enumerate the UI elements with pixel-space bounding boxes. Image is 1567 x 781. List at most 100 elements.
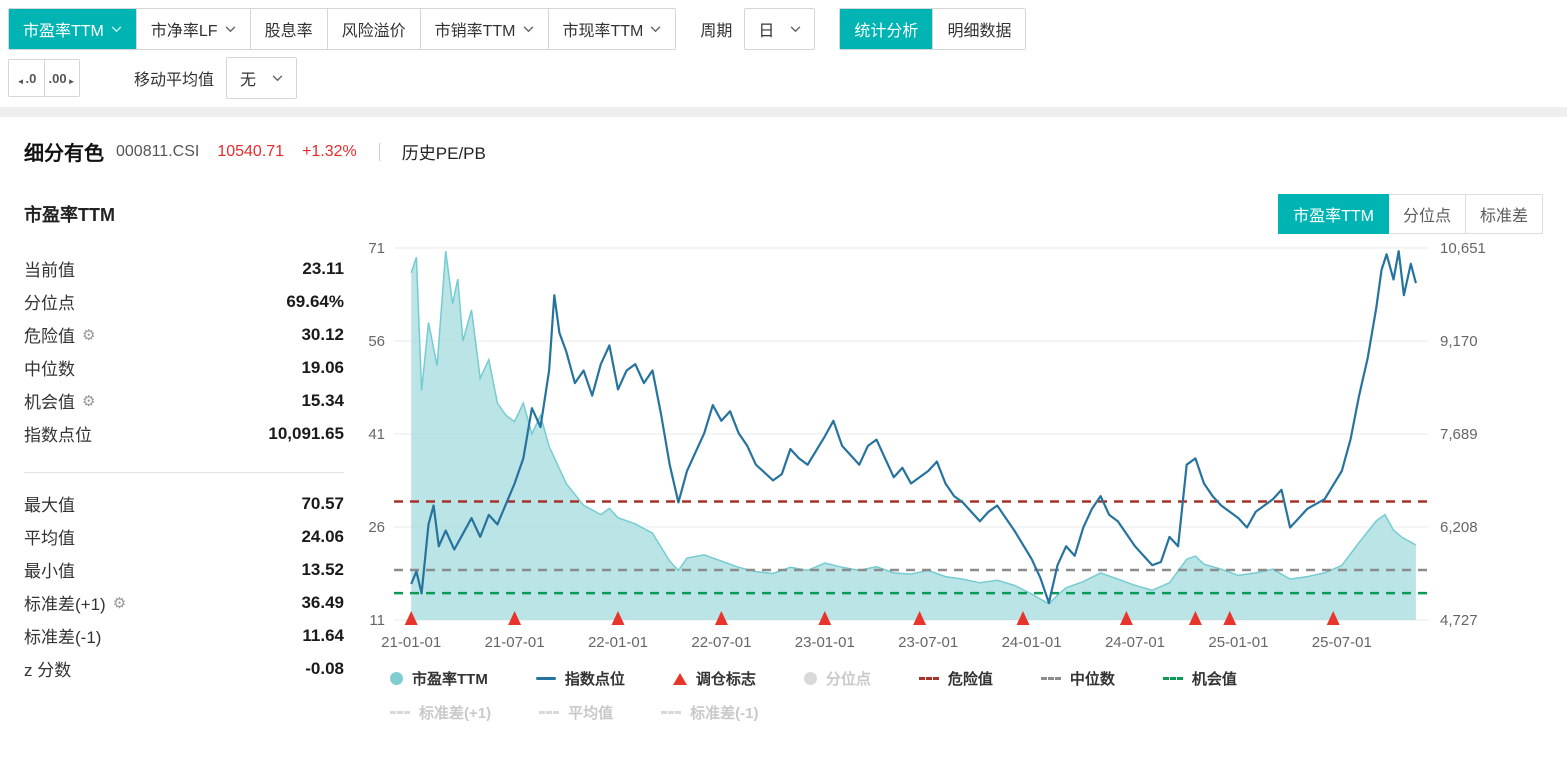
stat-label: 危险值 ⚙	[24, 326, 96, 347]
mode-tab-group: 市盈率TTM 分位点 标准差	[1278, 194, 1543, 234]
triangle-marker-icon	[672, 672, 687, 685]
decrease-decimal-icon: ◄ .0	[16, 70, 37, 86]
rebalance-marker[interactable]	[1016, 611, 1030, 625]
left-axis-label: 26	[368, 519, 385, 536]
tab-dividend-yield[interactable]: 股息率	[249, 9, 327, 49]
stat-row-percentile: 分位点 69.64%	[24, 285, 344, 318]
legend-item-stddev-plus1[interactable]: 标准差(+1)	[390, 702, 491, 723]
tab-label: 市盈率TTM	[23, 23, 104, 40]
tab-label: 明细数据	[947, 23, 1012, 40]
chevron-down-icon	[791, 25, 801, 32]
rebalance-marker[interactable]	[1119, 611, 1133, 625]
x-axis-label: 25-01-01	[1208, 634, 1268, 651]
pe-analysis-page: 市盈率TTM 市净率LF 股息率 风险溢价 市销率TTM 市现率TTM 周	[0, 8, 1567, 723]
legend-item-opportunity[interactable]: 机会值	[1162, 668, 1237, 689]
x-axis-label: 22-07-01	[691, 634, 751, 651]
tab-label: 风险溢价	[341, 23, 406, 40]
decimal-text: .0	[25, 70, 37, 86]
pe-chart[interactable]: 71 10,651 56 9,170 41 7,689 26 6,208 11 4,727 21-0…	[344, 234, 1514, 662]
period-value: 日	[758, 23, 775, 40]
chart-legend: 市盈率TTM 指数点位 调仓标志 分位点	[390, 668, 1567, 723]
left-axis-label: 11	[369, 612, 385, 629]
metric-tab-group: 市盈率TTM 市净率LF 股息率 风险溢价 市销率TTM 市现率TTM	[8, 8, 677, 50]
stat-row-max: 最大值 70.57	[24, 487, 344, 520]
right-axis-label: 4,727	[1440, 612, 1478, 629]
legend-label: 中位数	[1069, 671, 1115, 688]
legend-label: 指数点位	[564, 671, 625, 688]
mode-tab-pe-ttm[interactable]: 市盈率TTM	[1278, 194, 1389, 234]
legend-item-stddev-minus1[interactable]: 标准差(-1)	[661, 702, 758, 723]
dashed-line-icon	[1040, 677, 1061, 680]
dashed-line-icon	[539, 711, 560, 714]
legend-label: 市盈率TTM	[412, 671, 488, 688]
stat-row-zscore: z 分数 -0.08	[24, 652, 344, 685]
stat-value: 11.64	[302, 625, 344, 645]
stat-label: z 分数	[24, 661, 72, 680]
increase-decimal-icon: .00 ►	[48, 70, 76, 86]
rebalance-marker[interactable]	[1188, 611, 1202, 625]
legend-item-pe-ttm[interactable]: 市盈率TTM	[390, 668, 488, 689]
increase-decimal-button[interactable]: .00 ►	[44, 60, 79, 96]
decrease-decimal-button[interactable]: ◄ .0	[9, 60, 44, 96]
left-axis-label: 71	[368, 240, 385, 257]
legend-item-median[interactable]: 中位数	[1040, 668, 1115, 689]
stat-label: 中位数	[24, 360, 75, 379]
mode-tab-percentile[interactable]: 分位点	[1388, 194, 1466, 234]
tab-statistics[interactable]: 统计分析	[840, 9, 933, 49]
rebalance-marker[interactable]	[913, 611, 927, 625]
stat-label: 当前值	[24, 261, 75, 280]
rebalance-marker[interactable]	[508, 611, 522, 625]
dashed-line-icon	[1162, 677, 1183, 680]
stat-row-current: 当前值 23.11	[24, 252, 344, 285]
gear-icon[interactable]: ⚙	[82, 326, 96, 344]
legend-label: 平均值	[568, 705, 614, 722]
tab-pe-ttm[interactable]: 市盈率TTM	[9, 9, 136, 49]
rebalance-marker[interactable]	[404, 611, 418, 625]
legend-item-percentile[interactable]: 分位点	[803, 668, 871, 689]
vertical-divider	[378, 142, 380, 161]
period-select[interactable]: 日	[744, 8, 816, 50]
legend-item-danger[interactable]: 危险值	[918, 668, 993, 689]
stat-value: 19.06	[301, 357, 344, 377]
tab-ps-ttm[interactable]: 市销率TTM	[419, 9, 548, 49]
right-axis-label: 9,170	[1440, 333, 1478, 350]
mode-tab-stddev[interactable]: 标准差	[1465, 194, 1543, 234]
legend-item-mean[interactable]: 平均值	[539, 702, 613, 723]
legend-label: 分位点	[825, 671, 871, 688]
right-axis-label: 7,689	[1440, 426, 1478, 443]
moving-average-select[interactable]: 无	[226, 57, 298, 99]
x-axis-label: 23-01-01	[795, 634, 855, 651]
gear-icon[interactable]: ⚙	[82, 392, 96, 410]
x-axis-label: 21-07-01	[485, 634, 545, 651]
rebalance-marker[interactable]	[611, 611, 625, 625]
stat-label: 指数点位	[24, 426, 92, 445]
stat-row-min: 最小值 13.52	[24, 553, 344, 586]
stat-value: 23.11	[302, 258, 344, 278]
tab-label: 市净率LF	[150, 23, 218, 40]
rebalance-marker[interactable]	[818, 611, 832, 625]
stat-label: 最大值	[24, 496, 75, 515]
x-axis-label: 24-01-01	[1002, 634, 1062, 651]
legend-item-rebalance[interactable]: 调仓标志	[672, 668, 756, 689]
tab-pcf-ttm[interactable]: 市现率TTM	[547, 9, 676, 49]
tab-detail-data[interactable]: 明细数据	[932, 9, 1026, 49]
rebalance-marker[interactable]	[714, 611, 728, 625]
rebalance-marker[interactable]	[1326, 611, 1340, 625]
stat-value: 10,091.65	[268, 423, 344, 443]
rebalance-marker[interactable]	[1223, 611, 1237, 625]
legend-row: 标准差(+1) 平均值 标准差(-1)	[390, 702, 1567, 723]
gear-icon[interactable]: ⚙	[112, 594, 127, 612]
decimal-button-group: ◄ .0 .00 ►	[8, 59, 80, 97]
legend-item-index-points[interactable]: 指数点位	[535, 668, 625, 689]
index-price: 10540.71	[217, 142, 285, 160]
legend-row: 市盈率TTM 指数点位 调仓标志 分位点	[390, 668, 1567, 689]
tab-risk-premium[interactable]: 风险溢价	[326, 9, 420, 49]
tab-pb-lf[interactable]: 市净率LF	[135, 9, 250, 49]
circle-marker-icon	[803, 672, 817, 685]
moving-average-label: 移动平均值	[134, 72, 215, 89]
index-change: +1.32%	[302, 142, 357, 160]
right-axis-label: 6,208	[1440, 519, 1478, 536]
chevron-down-icon	[651, 25, 661, 32]
legend-label: 机会值	[1191, 671, 1237, 688]
chevron-down-icon	[225, 25, 235, 32]
